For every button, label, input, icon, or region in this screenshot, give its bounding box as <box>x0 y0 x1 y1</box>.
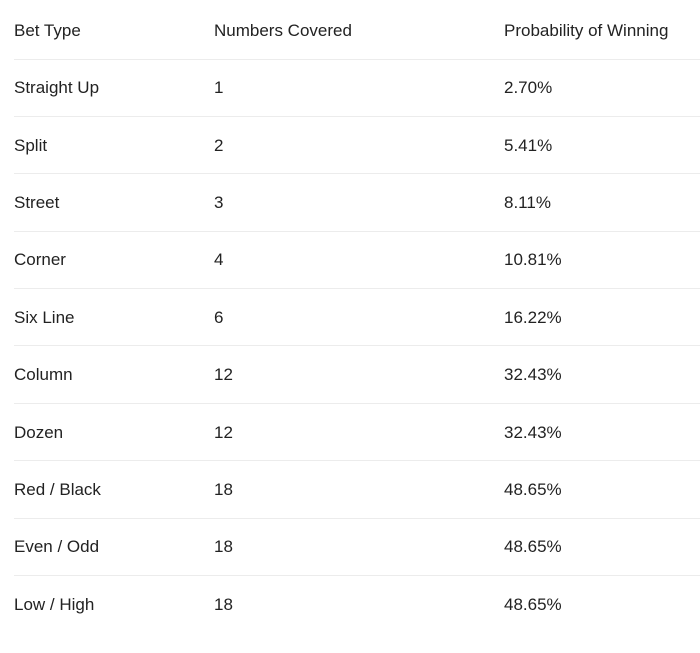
numbers-covered-cell: 4 <box>214 250 224 270</box>
numbers-covered-cell: 18 <box>214 594 233 614</box>
probability-cell: 8.11% <box>504 192 551 212</box>
probability-cell: 5.41% <box>504 135 553 155</box>
bet-type-cell: Six Line <box>14 307 75 327</box>
header-bet-type: Bet Type <box>14 20 81 40</box>
bet-type-cell: Street <box>14 192 60 212</box>
numbers-covered-cell: 12 <box>214 422 233 442</box>
bet-type-cell: Low / High <box>14 594 95 614</box>
probability-cell: 32.43% <box>504 422 562 442</box>
probability-cell: 16.22% <box>504 307 562 327</box>
probability-cell: 10.81% <box>504 250 562 270</box>
table-row: Red / Black 18 48.65% <box>14 460 700 518</box>
bet-type-cell: Column <box>14 365 73 385</box>
probability-cell: 48.65% <box>504 594 562 614</box>
numbers-covered-cell: 18 <box>214 479 233 499</box>
numbers-covered-cell: 2 <box>214 135 224 155</box>
table-row: Corner 4 10.81% <box>14 231 700 288</box>
bet-type-cell: Even / Odd <box>14 537 100 557</box>
probability-cell: 48.65% <box>504 479 562 499</box>
probability-cell: 2.70% <box>504 78 553 98</box>
numbers-covered-cell: 3 <box>214 192 224 212</box>
bet-probability-table: Bet Type Numbers Covered Probability of … <box>14 2 700 633</box>
table-row: Column 12 32.43% <box>14 345 700 403</box>
bet-type-cell: Corner <box>14 250 66 270</box>
bet-type-cell: Straight Up <box>14 78 100 98</box>
table-row: Six Line 6 16.22% <box>14 288 700 346</box>
numbers-covered-cell: 1 <box>214 78 224 98</box>
numbers-covered-cell: 18 <box>214 537 233 557</box>
table-header-row: Bet Type Numbers Covered Probability of … <box>14 2 700 59</box>
table-row: Split 2 5.41% <box>14 116 700 173</box>
bet-type-cell: Red / Black <box>14 479 101 499</box>
probability-cell: 48.65% <box>504 537 562 557</box>
numbers-covered-cell: 12 <box>214 365 233 385</box>
table-row: Street 3 8.11% <box>14 173 700 231</box>
table-row: Low / High 18 48.65% <box>14 575 700 633</box>
table-row: Even / Odd 18 48.65% <box>14 518 700 575</box>
bet-type-cell: Dozen <box>14 422 64 442</box>
probability-cell: 32.43% <box>504 365 562 385</box>
bet-type-cell: Split <box>14 135 48 155</box>
table-row: Straight Up 1 2.70% <box>14 59 700 116</box>
header-probability: Probability of Winning <box>504 20 669 40</box>
table-row: Dozen 12 32.43% <box>14 403 700 460</box>
numbers-covered-cell: 6 <box>214 307 224 327</box>
header-numbers-covered: Numbers Covered <box>214 20 352 40</box>
